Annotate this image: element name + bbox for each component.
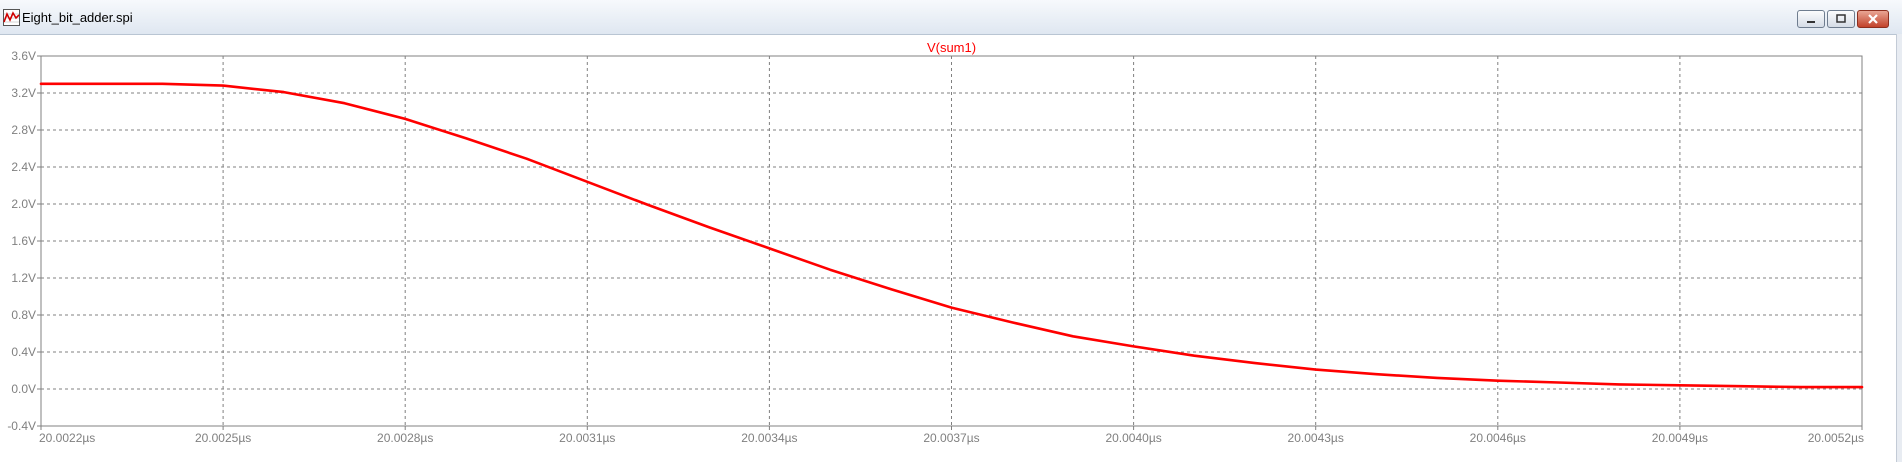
y-tick-label: 0.8V: [11, 308, 36, 322]
y-tick-label: 3.2V: [11, 86, 36, 100]
x-tick-label: 20.0046µs: [1470, 431, 1526, 445]
y-tick-label: 3.6V: [11, 49, 36, 63]
y-tick-label: 2.0V: [11, 197, 36, 211]
y-tick-label: 2.8V: [11, 123, 36, 137]
minimize-icon: [1807, 21, 1815, 23]
y-tick-label: 1.2V: [11, 271, 36, 285]
window-title: Eight_bit_adder.spi: [22, 10, 133, 25]
y-tick-label: 1.6V: [11, 234, 36, 248]
close-button[interactable]: [1857, 10, 1889, 28]
waveform-icon: [3, 9, 20, 26]
y-tick-label: 0.0V: [11, 382, 36, 396]
x-tick-label: 20.0034µs: [741, 431, 797, 445]
x-tick-label: 20.0025µs: [195, 431, 251, 445]
x-tick-label: 20.0052µs: [1808, 431, 1864, 445]
y-tick-label: 0.4V: [11, 345, 36, 359]
x-tick-label: 20.0028µs: [377, 431, 433, 445]
x-tick-label: 20.0040µs: [1105, 431, 1161, 445]
waveform-plot[interactable]: 3.6V 3.2V 2.8V 2.4V 2.0V 1.6V 1.2V 0.8V 0.4V 0.0V…: [0, 34, 1896, 462]
trace-v-sum1[interactable]: [39, 82, 1864, 389]
x-tick-label: 20.0037µs: [923, 431, 979, 445]
x-tick-label: 20.0031µs: [559, 431, 615, 445]
trace-label-v-sum1[interactable]: V(sum1): [927, 40, 976, 55]
x-tick-label: 20.0022µs: [39, 431, 95, 445]
window-right-border: [1896, 34, 1902, 462]
minimize-button[interactable]: [1797, 10, 1825, 28]
close-icon: [1868, 14, 1878, 24]
y-tick-label: -0.4V: [7, 419, 36, 433]
y-tick-label: 2.4V: [11, 160, 36, 174]
title-bar[interactable]: Eight_bit_adder.spi: [0, 0, 1902, 35]
restore-button[interactable]: [1827, 10, 1855, 28]
restore-icon: [1836, 14, 1846, 23]
x-tick-label: 20.0049µs: [1652, 431, 1708, 445]
x-tick-label: 20.0043µs: [1288, 431, 1344, 445]
